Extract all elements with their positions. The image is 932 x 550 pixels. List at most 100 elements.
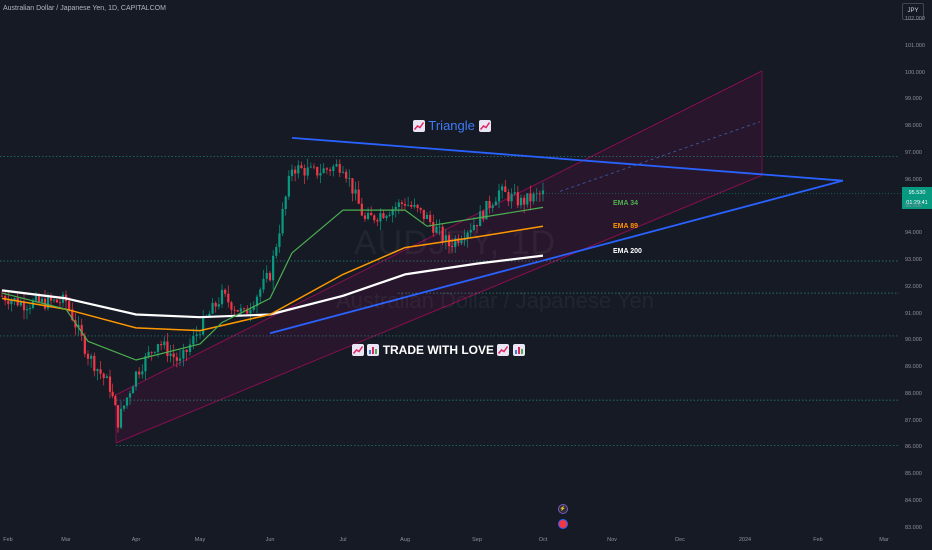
price-tick-label: 101.000 [905, 42, 925, 49]
candle-body [99, 369, 102, 374]
candle-body [55, 299, 59, 303]
candle-body [52, 299, 56, 301]
candle-body [175, 357, 178, 361]
candle-body [272, 255, 275, 281]
price-tick-label: 99.000 [905, 96, 922, 103]
candle-body [370, 212, 373, 216]
candle-body [160, 344, 163, 346]
candle-body [86, 353, 90, 359]
candle-body [419, 207, 422, 210]
candle-body [488, 200, 491, 208]
candle-body [460, 240, 463, 243]
candle-body [376, 220, 379, 222]
candle-body [37, 296, 41, 303]
candle-body [138, 371, 141, 375]
candle-body [472, 224, 475, 230]
candle-body [156, 344, 160, 352]
candle-body [300, 165, 303, 168]
candle-body [403, 204, 407, 206]
candle-body [224, 289, 227, 294]
candle-body [13, 298, 16, 301]
candle-body [444, 235, 447, 242]
slogan-annotation: TRADE WITH LOVE [352, 343, 525, 357]
candle-body [153, 351, 156, 353]
candle-body [49, 296, 53, 301]
candle-body [202, 316, 205, 335]
candle-body [290, 169, 294, 176]
price-tick-label: 98.000 [905, 123, 922, 130]
candle-body [385, 215, 388, 219]
candle-body [413, 204, 416, 207]
time-tick-label: Dec [675, 537, 685, 543]
candle-body [341, 171, 345, 173]
candle-body [281, 208, 284, 234]
time-tick-label: Jul [339, 537, 347, 543]
candle-body [482, 211, 485, 220]
candle-body [214, 302, 217, 307]
candle-body [134, 371, 138, 387]
channel-lower-line [115, 174, 763, 444]
candle-body [278, 233, 281, 247]
price-tick-label: 96.000 [905, 176, 922, 183]
candle-body [441, 226, 444, 242]
candle-body [217, 304, 220, 307]
event-flag-icon[interactable] [558, 519, 568, 529]
candle-body [114, 396, 117, 406]
candle-body [507, 192, 510, 202]
candle-body [275, 246, 278, 256]
candle-body [407, 204, 410, 206]
candle-body [345, 171, 348, 179]
triangle-label: Triangle [428, 118, 475, 133]
candle-body [432, 222, 435, 233]
time-tick-label: May [194, 537, 206, 543]
candle-body [255, 296, 259, 307]
currency-button[interactable]: JPY [902, 3, 924, 20]
candle-body [239, 308, 242, 312]
price-tick-label: 100.000 [905, 69, 925, 76]
candle-body [185, 349, 188, 352]
slogan-text: TRADE WITH LOVE [382, 343, 495, 357]
candle-body [19, 301, 22, 306]
candle-body [541, 190, 545, 195]
price-tick-label: 85.000 [905, 471, 922, 478]
watermark-symbol: AUDJPY, 1D [354, 224, 557, 262]
price-tick-label: 89.000 [905, 364, 922, 371]
candle-body [322, 168, 325, 174]
candle-body [532, 193, 535, 202]
symbol-title: Australian Dollar / Japanese Yen, 1D, CA… [3, 5, 166, 12]
candle-body [252, 306, 255, 310]
candle-body [236, 310, 239, 312]
time-tick-label: Mar [61, 537, 71, 543]
candle-body [357, 189, 360, 204]
candle-body [354, 189, 357, 194]
candle-body [163, 341, 166, 346]
candle-body [192, 335, 195, 345]
candle-body [7, 300, 10, 305]
channel-area [116, 70, 762, 443]
event-flash-icon[interactable]: ⚡ [558, 504, 568, 514]
candle-body [182, 349, 185, 359]
price-tick-label: 86.000 [905, 444, 922, 451]
price-tick-label: 92.000 [905, 283, 922, 290]
candle-body [90, 355, 93, 359]
price-tick-label: 90.000 [905, 337, 922, 344]
candle-body [147, 351, 150, 357]
candle-body [83, 335, 86, 354]
candle-body [116, 405, 120, 428]
candle-body [150, 351, 153, 353]
candle-body [25, 309, 29, 311]
time-tick-label: Feb [3, 537, 13, 543]
bar-chart-icon [367, 344, 380, 356]
candle-body [510, 193, 513, 202]
price-tick-label: 91.000 [905, 310, 922, 317]
candle-body [188, 344, 192, 352]
triangle-lower-line [269, 179, 844, 335]
candle-body [28, 307, 32, 310]
bar-countdown: 01:29:41 [906, 200, 928, 206]
candle-body [178, 358, 182, 361]
candle-body [429, 214, 432, 223]
candle-body [394, 206, 397, 210]
candle-body [425, 214, 429, 219]
